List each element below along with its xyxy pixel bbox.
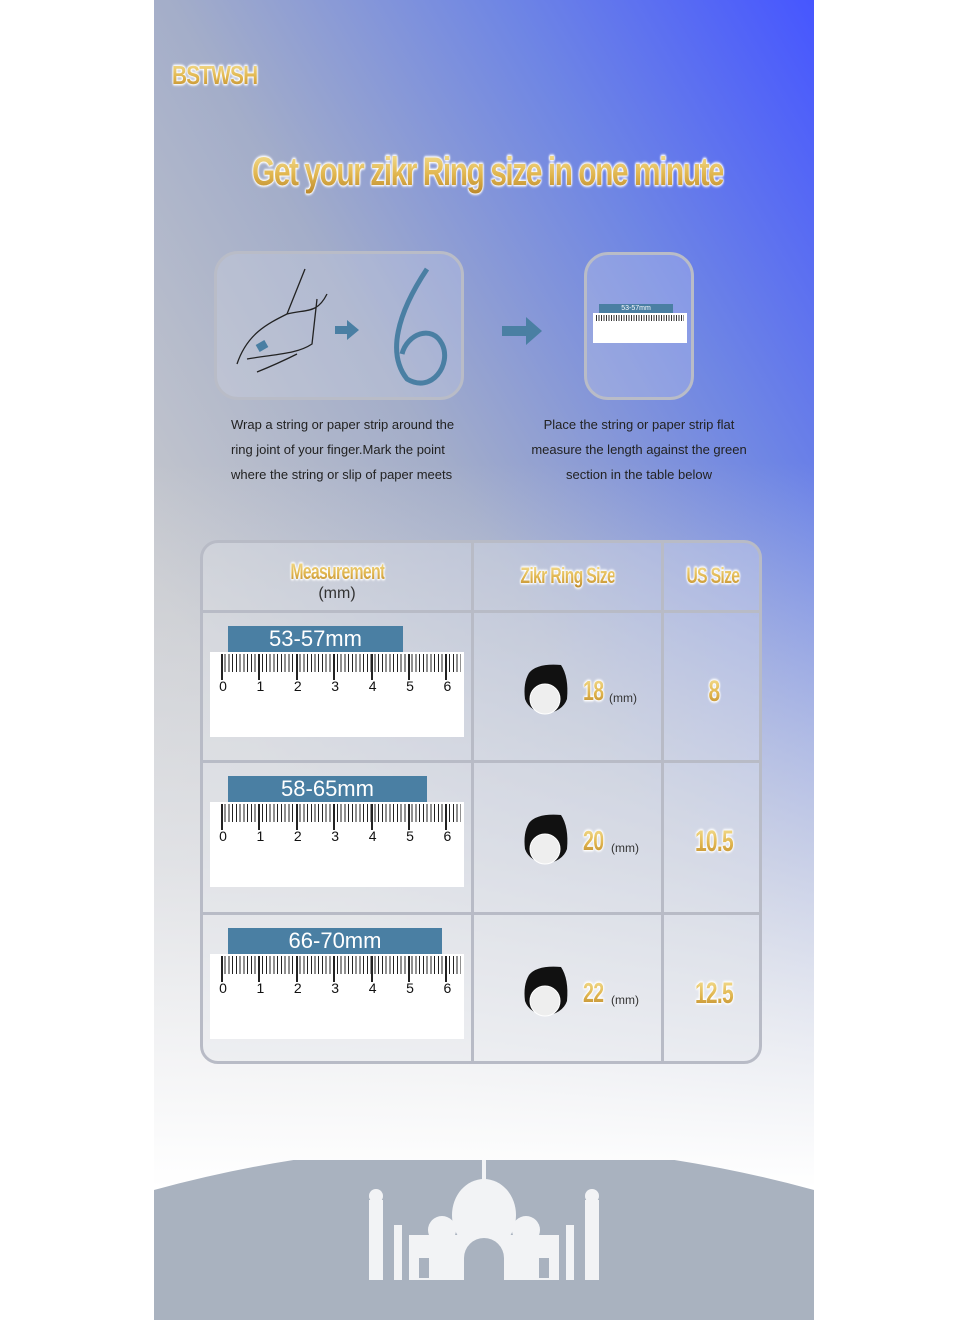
size-table: Measurement (mm) Zikr Ring Size US Size … [200,540,762,1064]
header-measurement: Measurement (mm) [203,559,471,603]
range-label: 58-65mm [228,776,427,802]
ruler-major-tick [221,654,223,680]
ruler-number: 3 [331,980,340,996]
ruler-major-tick [258,654,261,680]
ruler-major-tick [445,956,448,982]
us-size: 10.5 [678,825,751,859]
us-size: 12.5 [678,977,751,1011]
header-label: Measurement [289,559,385,584]
header-label: Zikr Ring Size [520,563,615,588]
mini-ruler [593,313,687,343]
ruler-number: 0 [219,828,227,844]
desc-line: Place the string or paper strip flat [543,417,735,432]
zikr-size: 20 [583,825,604,856]
ruler-number: 1 [256,678,265,694]
ruler-major-tick [333,654,336,680]
desc-line: Wrap a string or paper strip around the [231,417,455,432]
header-us: US Size [664,563,762,589]
infographic: BSTWSH Get your zikr Ring size in one mi… [154,0,814,1320]
step2-description: Place the string or paper strip flat mea… [524,412,754,487]
ruler-major-tick [445,654,448,680]
header-unit: (mm) [318,585,356,602]
ruler-major-tick [408,956,410,982]
ruler-major-tick [408,804,410,830]
page-title: Get your zikr Ring size in one minute [252,150,725,194]
ruler-number: 2 [293,828,302,844]
range-label: 66-70mm [228,928,442,954]
desc-line: measure the length against the green [531,442,747,457]
ruler-number: 4 [368,678,377,694]
ring-icon [524,966,568,1017]
zikr-size: 22 [583,977,604,1008]
ring-icon [524,664,568,715]
ruler-number: 2 [293,980,302,996]
brand-logo: BSTWSH [172,60,258,90]
hand-string-icon [236,267,448,386]
ruler: 0 1 2 3 4 5 6 [210,954,464,1039]
ruler-major-tick [370,956,373,982]
ruler-major-tick [221,956,223,982]
ruler-number: 1 [256,828,265,844]
header-label: US Size [686,563,740,588]
ruler-number: 2 [293,678,302,694]
ruler-number: 3 [331,678,340,694]
ruler-major-tick [333,956,336,982]
ruler-number: 0 [219,678,227,694]
zikr-size: 18 [583,675,604,706]
ruler: 0 1 2 3 4 5 6 [210,652,464,737]
desc-line: section in the table below [566,467,712,482]
step1-illustration [214,251,464,400]
ruler-number: 3 [331,828,340,844]
ruler-number: 5 [406,678,414,694]
step1-description: Wrap a string or paper strip around the … [231,412,454,487]
ruler-major-tick [445,804,448,830]
step2-illustration: 53-57mm [584,252,694,400]
ruler-number: 4 [368,980,377,996]
ruler-major-tick [370,804,373,830]
zikr-unit: (mm) [611,841,639,855]
range-label: 53-57mm [228,626,403,652]
ruler-major-tick [370,654,373,680]
ruler-major-tick [258,804,261,830]
header-zikr: Zikr Ring Size [474,563,661,589]
us-size: 8 [678,675,751,709]
desc-line: where the string or slip of paper meets [231,467,453,482]
zikr-unit: (mm) [609,691,637,705]
ruler-number: 4 [368,828,377,844]
ruler-number: 5 [406,980,414,996]
ruler-major-tick [221,804,223,830]
ruler-number: 6 [443,828,452,844]
ruler-number: 6 [443,980,452,996]
mosque-silhouette [154,1160,814,1320]
ring-icon [524,814,568,865]
ruler-number: 6 [443,678,452,694]
ruler-major-tick [333,804,336,830]
mini-ruler-label: 53-57mm [599,304,673,313]
ruler-number: 0 [219,980,227,996]
ruler-major-tick [408,654,410,680]
ruler-number: 5 [406,828,414,844]
ruler-major-tick [295,956,298,982]
ruler-major-tick [258,956,261,982]
zikr-unit: (mm) [611,993,639,1007]
desc-line: ring joint of your finger.Mark the point [231,442,445,457]
ruler: 0 1 2 3 4 5 6 [210,802,464,887]
ruler-major-tick [295,804,298,830]
ruler-number: 1 [256,980,265,996]
arrow-right-icon [502,317,542,345]
ruler-major-tick [295,654,298,680]
